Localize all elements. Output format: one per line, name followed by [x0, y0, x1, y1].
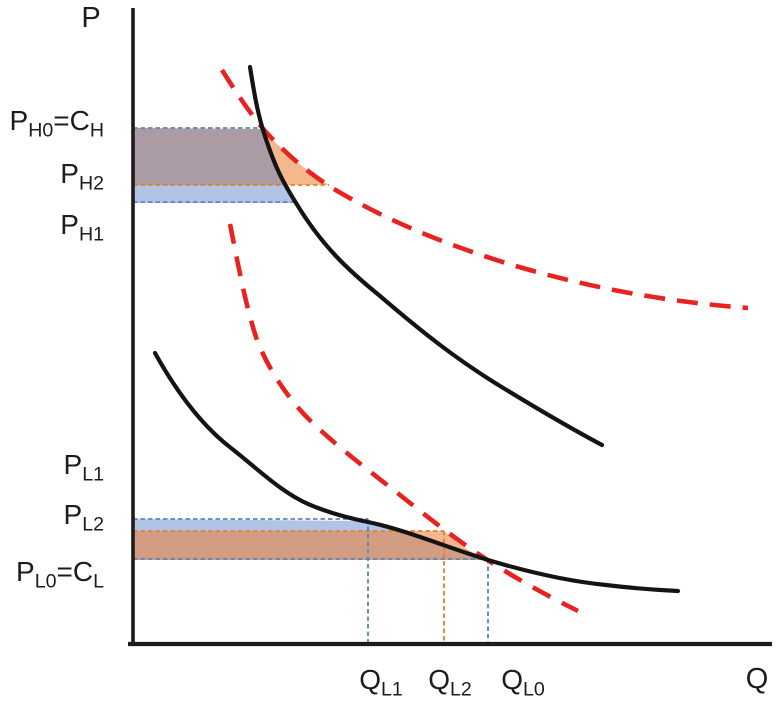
quantity-label-ql0: QL0: [501, 664, 545, 701]
upper-red-dashed-curve: [220, 68, 749, 311]
quantity-label-ql2: QL2: [428, 664, 472, 701]
y-axis-title: P: [81, 2, 101, 34]
axes: [128, 8, 772, 647]
guide-lines: [133, 127, 489, 642]
price-label-pl1: PL1: [63, 449, 104, 486]
shaded-regions: [133, 128, 488, 560]
curves: [152, 64, 749, 614]
price-label-ph1: PH1: [60, 209, 104, 246]
lower-black-curve: [152, 350, 681, 594]
price-label-ph0-ch: PH0=CH: [9, 105, 104, 142]
price-label-ph2: PH2: [60, 158, 104, 195]
x-axis-title: Q: [745, 663, 769, 695]
price-label-pl0-cl: PL0=CL: [16, 556, 104, 593]
price-label-pl2: PL2: [63, 499, 104, 536]
lower-red-dashed-curve: [227, 223, 580, 614]
upper-black-curve: [247, 64, 605, 448]
lower-orange-region: [133, 531, 488, 560]
quantity-label-ql1: QL1: [359, 664, 403, 701]
